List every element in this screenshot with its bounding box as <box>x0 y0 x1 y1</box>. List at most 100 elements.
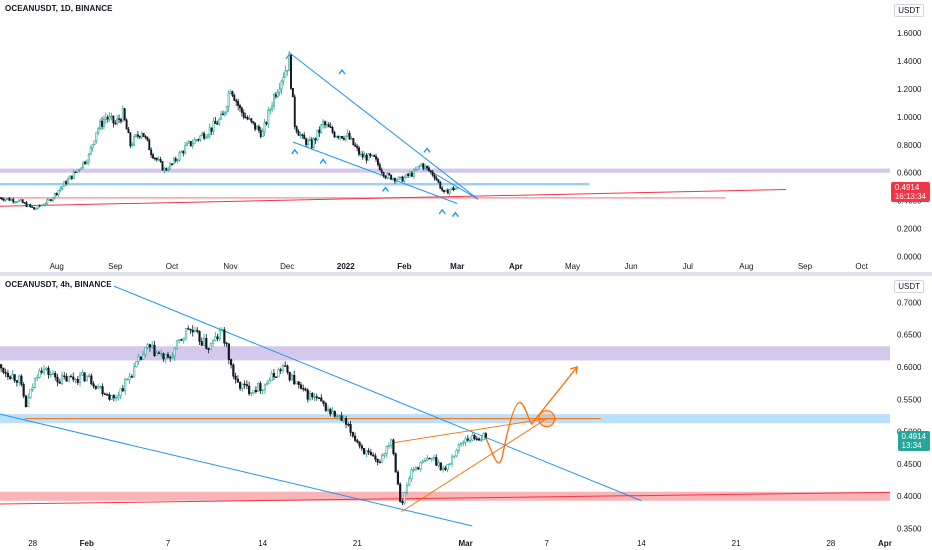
candle-body <box>326 408 330 411</box>
candle-body <box>457 444 460 451</box>
candle-body <box>329 408 332 415</box>
candle-body <box>110 395 113 400</box>
candle-body <box>263 384 267 391</box>
candle-body <box>0 197 1 199</box>
candle-body <box>144 136 147 138</box>
candle-body <box>40 204 43 207</box>
candle-body <box>205 337 208 349</box>
candle-body <box>454 188 457 191</box>
candle-body <box>103 393 106 395</box>
x-tick-label: Jun <box>625 262 638 271</box>
candle-body <box>46 199 49 205</box>
candle-body <box>214 120 217 124</box>
candle-body <box>286 70 289 72</box>
daily-unit-badge[interactable]: USDT <box>894 4 924 17</box>
candle-body <box>371 154 374 157</box>
y-tick-label: 0.6000 <box>897 169 922 178</box>
x-tick-label: Aug <box>739 262 753 271</box>
x-tick-label: Sep <box>798 262 813 271</box>
candle-body <box>63 181 66 187</box>
candle-body <box>435 177 438 181</box>
candle-body <box>104 116 107 120</box>
x-tick-label: Sep <box>108 262 123 271</box>
candle-body <box>13 374 16 381</box>
candle-body <box>295 126 298 132</box>
candle-body <box>372 454 375 457</box>
y-tick-label: 0.2000 <box>897 225 922 234</box>
candle-body <box>407 173 410 176</box>
candle-body <box>422 163 425 169</box>
candle-body <box>49 374 52 376</box>
pane-divider[interactable] <box>0 272 932 276</box>
candle-body <box>27 397 30 407</box>
candle-body <box>335 415 339 418</box>
candle-body <box>157 352 161 355</box>
candle-body <box>123 108 126 121</box>
candle-body <box>322 400 325 404</box>
candle-body <box>227 343 230 360</box>
candle-body <box>56 376 59 383</box>
four-hour-chart-pane[interactable]: 0.70000.65000.60000.55000.50000.45000.40… <box>0 276 932 550</box>
candle-body <box>4 372 7 374</box>
candle-body <box>95 132 98 142</box>
candle-body <box>6 198 9 200</box>
candle-body <box>246 116 249 120</box>
candle-body <box>2 199 5 201</box>
candle-body <box>441 187 444 191</box>
candle-body <box>263 122 266 133</box>
candle-body <box>80 167 83 170</box>
candle-body <box>241 383 244 389</box>
candle-body <box>267 109 270 125</box>
candle-body <box>72 171 75 179</box>
candle-body <box>412 169 415 177</box>
daily-chart-pane[interactable]: 1.60001.40001.20001.00000.80000.60000.40… <box>0 0 932 272</box>
candle-body <box>419 462 422 470</box>
candle-body <box>126 379 129 381</box>
candle-body <box>443 189 446 192</box>
x-tick-label: 2022 <box>337 262 355 271</box>
blue-support-line <box>0 182 590 186</box>
candle-body <box>435 457 438 466</box>
candle-body <box>421 460 424 464</box>
candle-body <box>216 336 219 340</box>
candle-body <box>374 455 377 460</box>
descending-support-line <box>0 413 473 527</box>
candle-body <box>51 197 54 202</box>
candle-body <box>163 168 166 171</box>
candle-body <box>135 134 138 137</box>
candle-body <box>20 375 23 385</box>
candle-body <box>248 118 251 120</box>
candle-body <box>281 365 285 371</box>
candle-body <box>14 201 17 203</box>
candle-body <box>118 118 121 120</box>
candle-body <box>19 199 22 201</box>
candle-body <box>157 159 160 161</box>
candle-body <box>301 134 304 136</box>
candle-body <box>209 342 212 350</box>
candle-body <box>342 418 345 422</box>
four-hour-chart-canvas[interactable]: 0.70000.65000.60000.55000.50000.45000.40… <box>0 276 932 550</box>
daily-chart-canvas[interactable]: 1.60001.40001.20001.00000.80000.60000.40… <box>0 0 932 272</box>
candle-body <box>367 153 370 161</box>
pattern-marker <box>381 186 390 192</box>
candle-body <box>153 157 156 160</box>
candle-body <box>409 172 412 176</box>
candle-body <box>369 451 372 456</box>
candle-body <box>375 156 377 160</box>
candle-body <box>261 389 264 391</box>
candle-body <box>233 95 236 101</box>
four-hour-unit-badge[interactable]: USDT <box>894 280 924 293</box>
candle-body <box>299 134 302 136</box>
candle-body <box>339 136 342 138</box>
candle-body <box>72 376 75 380</box>
candle-body <box>227 93 230 108</box>
candle-body <box>290 374 294 381</box>
candle-body <box>235 100 238 102</box>
purple-resistance-zone <box>0 168 890 173</box>
candle-body <box>164 354 167 360</box>
candle-body <box>250 118 253 122</box>
candle-body <box>210 127 213 132</box>
candle-body <box>279 369 282 371</box>
candle-body <box>106 116 109 120</box>
candle-body <box>324 403 327 411</box>
